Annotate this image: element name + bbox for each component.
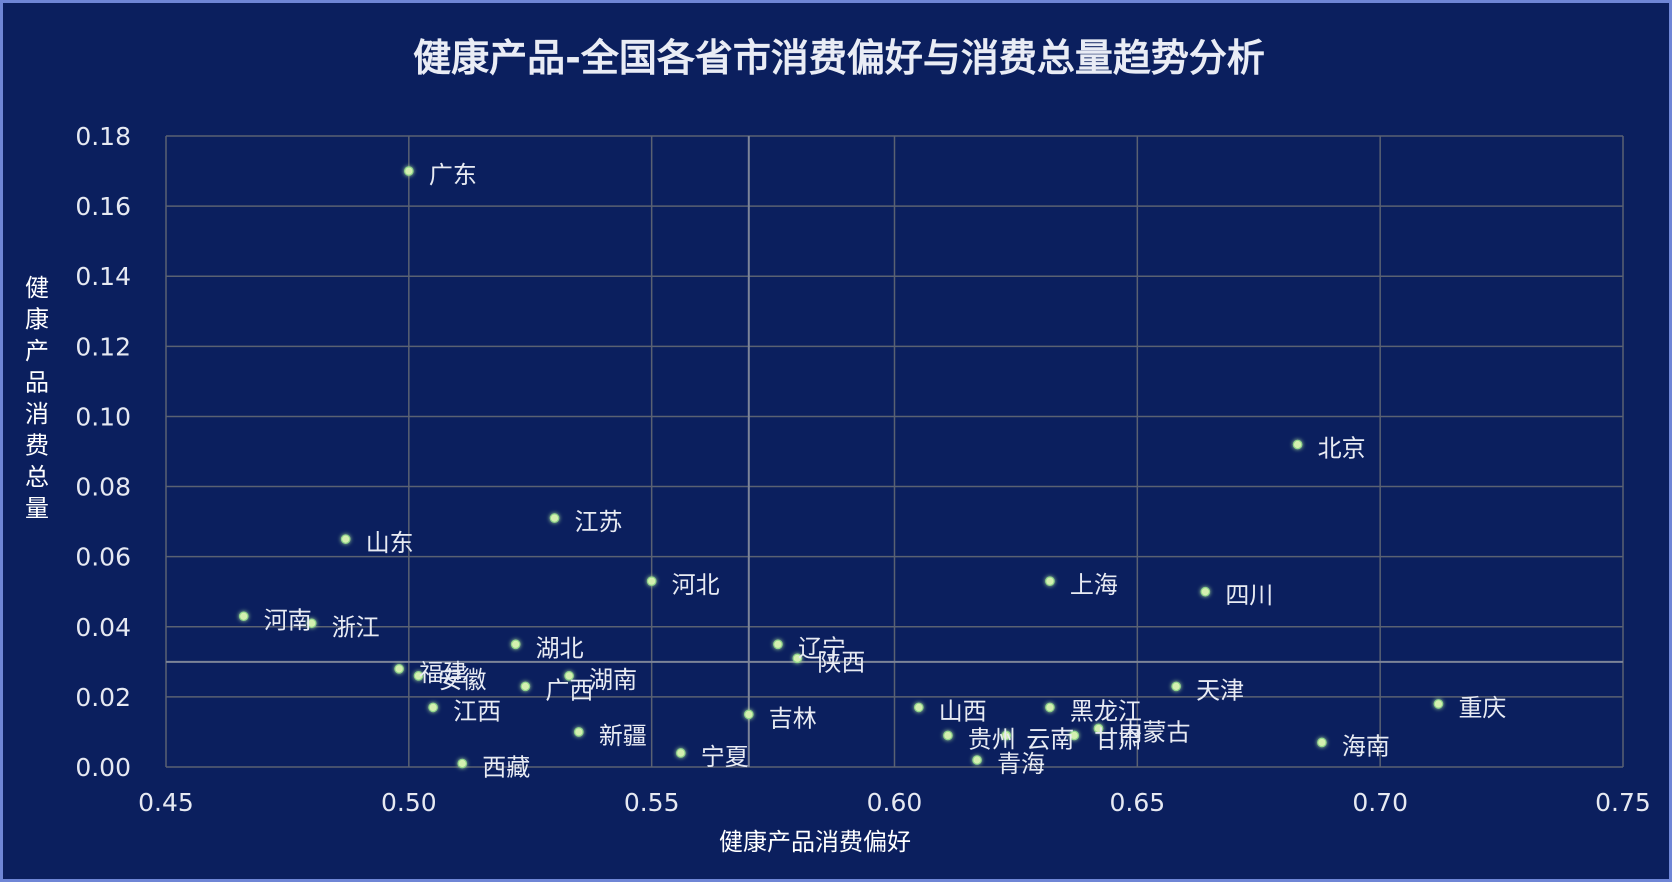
data-point bbox=[306, 618, 317, 629]
y-tick-label: 0.08 bbox=[75, 473, 131, 502]
point-label: 河北 bbox=[672, 571, 720, 599]
y-axis-ticks: 0.00 0.02 0.04 0.06 0.08 0.10 0.12 0.14 0.16 0.18 bbox=[75, 122, 131, 782]
point-label: 新疆 bbox=[599, 722, 647, 750]
data-point bbox=[574, 727, 584, 737]
point-label: 四川 bbox=[1225, 582, 1273, 610]
point-label: 吉林 bbox=[769, 704, 817, 732]
point-label: 上海 bbox=[1070, 571, 1118, 599]
data-point bbox=[972, 755, 982, 765]
point-label: 宁夏 bbox=[701, 743, 749, 771]
point-label: 山西 bbox=[939, 697, 987, 725]
x-tick-label: 0.70 bbox=[1352, 788, 1408, 817]
data-point bbox=[792, 653, 803, 664]
y-axis-title-char: 总 bbox=[25, 463, 49, 491]
point-label: 湖南 bbox=[589, 666, 637, 694]
data-point bbox=[1200, 586, 1211, 597]
point-label: 广西 bbox=[545, 676, 593, 704]
point-label: 辽宁 bbox=[798, 634, 846, 662]
point-label: 广东 bbox=[429, 161, 477, 189]
data-point bbox=[413, 671, 424, 681]
y-axis-title-char: 品 bbox=[25, 369, 49, 397]
x-tick-label: 0.55 bbox=[624, 788, 680, 817]
data-points bbox=[238, 166, 1444, 769]
y-tick-label: 0.00 bbox=[75, 753, 131, 782]
data-point bbox=[510, 639, 521, 650]
point-label: 北京 bbox=[1318, 434, 1366, 462]
data-point bbox=[404, 166, 414, 176]
data-point bbox=[646, 576, 657, 587]
y-axis-title-char: 产 bbox=[25, 337, 49, 365]
point-label: 浙江 bbox=[332, 613, 380, 641]
grid-lines bbox=[165, 135, 1624, 768]
y-tick-label: 0.02 bbox=[75, 683, 131, 712]
point-label: 陕西 bbox=[817, 648, 865, 676]
data-point bbox=[520, 681, 531, 692]
x-tick-label: 0.45 bbox=[138, 788, 194, 817]
point-label: 天津 bbox=[1196, 676, 1244, 704]
y-tick-label: 0.14 bbox=[75, 262, 131, 291]
data-point bbox=[1001, 730, 1012, 741]
y-tick-label: 0.16 bbox=[75, 192, 131, 221]
y-axis-title-char: 消 bbox=[25, 400, 49, 428]
point-label: 山东 bbox=[366, 529, 414, 557]
data-point bbox=[1292, 439, 1303, 450]
x-tick-label: 0.50 bbox=[381, 788, 437, 817]
data-point bbox=[1045, 702, 1055, 713]
data-point bbox=[428, 702, 438, 713]
point-label: 内蒙古 bbox=[1118, 718, 1190, 746]
data-point bbox=[1317, 737, 1327, 748]
point-label: 黑龙江 bbox=[1070, 697, 1142, 725]
point-label: 甘肃 bbox=[1094, 725, 1142, 753]
x-tick-label: 0.75 bbox=[1595, 788, 1651, 817]
data-point bbox=[1433, 699, 1444, 709]
x-tick-label: 0.65 bbox=[1109, 788, 1165, 817]
point-label: 海南 bbox=[1342, 732, 1390, 760]
point-label: 云南 bbox=[1026, 725, 1074, 753]
point-label: 江苏 bbox=[575, 508, 623, 536]
y-axis-title-char: 费 bbox=[25, 432, 49, 460]
data-point bbox=[943, 730, 953, 741]
x-axis-title: 健康产品消费偏好 bbox=[719, 828, 911, 856]
point-label: 西藏 bbox=[482, 753, 530, 781]
data-point bbox=[457, 758, 468, 769]
data-point bbox=[773, 639, 783, 650]
point-label: 安徽 bbox=[439, 666, 487, 694]
scatter-chart: 健康产品-全国各省市消费偏好与消费总量趋势分析 0.45 0.50 0.55 0.60… bbox=[25, 36, 1651, 856]
data-point bbox=[340, 534, 351, 544]
y-tick-label: 0.06 bbox=[75, 543, 131, 572]
reference-lines bbox=[166, 136, 1623, 767]
data-point bbox=[394, 664, 404, 674]
y-tick-label: 0.18 bbox=[75, 122, 131, 151]
data-point bbox=[564, 671, 574, 681]
point-label: 湖北 bbox=[536, 634, 584, 662]
y-axis-title-char: 量 bbox=[25, 495, 49, 523]
x-axis-ticks: 0.45 0.50 0.55 0.60 0.65 0.70 0.75 bbox=[138, 788, 1651, 817]
point-label: 福建 bbox=[419, 659, 467, 687]
data-point bbox=[913, 702, 924, 713]
y-tick-label: 0.10 bbox=[75, 402, 131, 431]
data-point bbox=[1093, 723, 1104, 734]
data-point bbox=[1171, 681, 1181, 692]
y-axis-title-char: 健 bbox=[25, 274, 49, 302]
chart-title: 健康产品-全国各省市消费偏好与消费总量趋势分析 bbox=[413, 36, 1265, 80]
x-tick-label: 0.60 bbox=[867, 788, 923, 817]
point-label: 重庆 bbox=[1458, 694, 1506, 722]
data-point bbox=[238, 611, 249, 622]
data-point bbox=[743, 709, 754, 720]
point-label: 江西 bbox=[453, 697, 501, 725]
data-point bbox=[1069, 730, 1079, 741]
point-label: 河南 bbox=[264, 606, 312, 634]
data-point bbox=[549, 513, 560, 523]
y-tick-label: 0.04 bbox=[75, 613, 131, 642]
y-tick-label: 0.12 bbox=[75, 332, 131, 361]
data-point bbox=[676, 748, 686, 758]
data-point bbox=[1045, 576, 1055, 587]
point-label: 青海 bbox=[997, 750, 1045, 778]
y-axis-title-char: 康 bbox=[25, 306, 49, 334]
point-label: 贵州 bbox=[968, 725, 1016, 753]
